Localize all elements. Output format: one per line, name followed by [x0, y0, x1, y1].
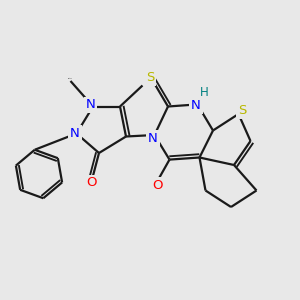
Text: N: N: [191, 99, 201, 112]
Text: S: S: [238, 104, 246, 118]
Text: N: N: [70, 127, 80, 140]
Text: H: H: [200, 86, 208, 99]
Text: S: S: [146, 70, 154, 84]
Text: N: N: [148, 132, 158, 145]
Text: O: O: [86, 176, 97, 190]
Text: methyl: methyl: [68, 78, 73, 79]
Text: N: N: [86, 98, 95, 112]
Text: O: O: [152, 178, 163, 192]
Text: methyl: methyl: [75, 80, 80, 81]
